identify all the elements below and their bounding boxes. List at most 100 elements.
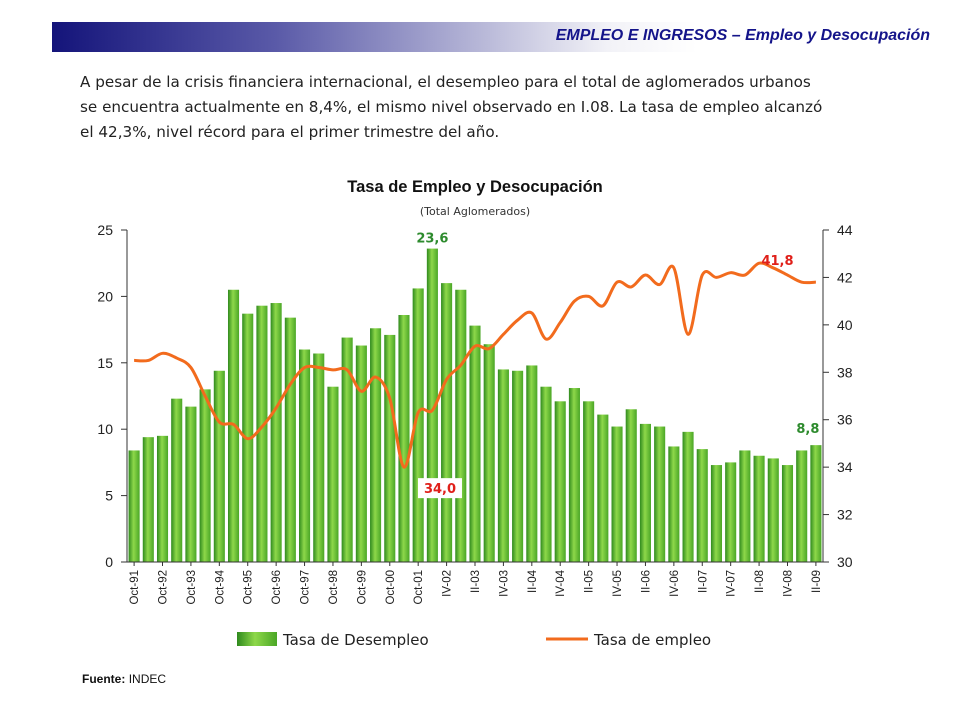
bar-desempleo (213, 370, 225, 562)
left-tick-label: 25 (97, 222, 113, 238)
chart-axes: 0 5 10 15 20 25 30 32 34 36 38 40 42 44 Oct-91 Oct-92 Oc… (97, 222, 852, 605)
bar-desempleo (668, 446, 680, 562)
chart-subtitle: (Total Aglomerados) (420, 205, 530, 218)
bar-desempleo (483, 344, 495, 562)
bar-desempleo (810, 445, 822, 562)
right-tick-label: 36 (837, 412, 853, 428)
left-tick-label: 20 (97, 288, 113, 304)
bar-desempleo (270, 303, 282, 562)
data-label: 41,8 (761, 254, 793, 269)
x-tick-label: Oct-99 (356, 570, 368, 605)
x-tick-label: IV-05 (612, 570, 624, 597)
bar-desempleo (441, 283, 453, 562)
x-tick-label: Oct-94 (214, 569, 226, 604)
x-tick-label: II-07 (697, 570, 709, 593)
bar-desempleo (554, 401, 566, 562)
bar-desempleo (284, 317, 296, 562)
bar-desempleo (625, 409, 637, 562)
right-tick-label: 38 (837, 364, 853, 380)
bar-series (128, 248, 822, 563)
intro-line-3: el 42,3%, nivel récord para el primer tr… (80, 123, 500, 141)
bar-desempleo (171, 398, 183, 562)
bar-desempleo (156, 435, 169, 562)
bar-desempleo (426, 248, 438, 563)
legend-swatch-bar (237, 632, 277, 646)
header-band: EMPLEO E INGRESOS – Empleo y Desocupació… (52, 22, 948, 52)
line-series (134, 261, 816, 469)
annotations: 23,6 8,8 34,0 41,8 (416, 232, 819, 499)
bar-desempleo (313, 353, 325, 562)
x-tick-label: IV-06 (669, 570, 681, 597)
bar-desempleo (767, 458, 779, 562)
bar-desempleo (568, 388, 580, 562)
bar-desempleo (384, 334, 396, 562)
x-tick-label: II-03 (470, 570, 482, 593)
bar-desempleo (256, 305, 268, 562)
bar-desempleo (583, 401, 595, 562)
bar-desempleo (469, 325, 481, 562)
legend: Tasa de Desempleo Tasa de empleo (237, 631, 711, 649)
source-value: INDEC (128, 672, 167, 686)
right-tick-label: 44 (837, 222, 853, 238)
x-tick-label: Oct-00 (385, 570, 397, 605)
bar-desempleo (639, 423, 651, 562)
left-tick-label: 10 (97, 421, 113, 437)
legend-label-desempleo: Tasa de Desempleo (282, 631, 429, 649)
bar-desempleo (753, 455, 765, 562)
bar-desempleo (739, 450, 751, 562)
bar-desempleo (299, 349, 311, 562)
left-tick-label: 15 (97, 355, 113, 371)
right-tick-label: 34 (837, 459, 853, 475)
annotation-box (417, 478, 462, 499)
bar-desempleo (654, 426, 666, 562)
data-label: 34,0 (424, 482, 456, 497)
x-tick-label: II-04 (527, 569, 539, 593)
x-tick-label: IV-07 (726, 570, 738, 597)
x-tick-label: II-06 (640, 570, 652, 593)
line-empleo (134, 261, 816, 469)
x-tick-label: Oct-96 (271, 570, 283, 605)
bar-desempleo (526, 365, 538, 562)
bar-desempleo (142, 437, 154, 562)
bar-desempleo (341, 337, 353, 562)
chart-title: Tasa de Empleo y Desocupación (347, 178, 603, 196)
bar-desempleo (128, 450, 140, 562)
right-tick-label: 32 (837, 507, 853, 523)
x-tick-label: IV-04 (555, 569, 567, 596)
x-tick-label: Oct-95 (243, 570, 255, 605)
bar-desempleo (611, 426, 623, 562)
x-tick-label: Oct-98 (328, 570, 340, 605)
bar-desempleo (710, 465, 723, 562)
x-tick-label: II-05 (584, 570, 596, 593)
bar-desempleo (370, 328, 382, 562)
data-label: 23,6 (416, 232, 448, 247)
bar-desempleo (725, 462, 737, 562)
legend-label-empleo: Tasa de empleo (593, 631, 711, 649)
bar-desempleo (199, 389, 211, 562)
bar-desempleo (185, 406, 197, 562)
bar-desempleo (682, 431, 694, 562)
data-label: 8,8 (796, 422, 819, 437)
right-tick-label: 40 (837, 317, 853, 333)
right-tick-label: 30 (837, 554, 853, 570)
bar-desempleo (327, 386, 339, 562)
bar-desempleo (398, 314, 410, 562)
x-tick-label: Oct-92 (158, 570, 170, 605)
bar-desempleo (540, 386, 552, 562)
bar-desempleo (512, 370, 524, 562)
intro-paragraph: A pesar de la crisis financiera internac… (80, 70, 930, 145)
bar-desempleo (355, 345, 367, 562)
x-tick-label: IV-02 (442, 570, 454, 597)
left-tick-label: 0 (105, 554, 113, 570)
page-title: EMPLEO E INGRESOS – Empleo y Desocupació… (555, 27, 930, 44)
x-tick-label: IV-03 (498, 570, 510, 597)
x-tick-label: Oct-01 (413, 570, 425, 605)
x-tick-label: II-08 (754, 570, 766, 593)
x-tick-label: Oct-91 (129, 570, 141, 605)
bar-desempleo (455, 289, 467, 562)
source-note: Fuente: INDEC (82, 672, 166, 686)
source-label: Fuente: (82, 672, 126, 686)
intro-line-1: A pesar de la crisis financiera internac… (80, 73, 811, 91)
right-tick-label: 42 (837, 269, 853, 285)
